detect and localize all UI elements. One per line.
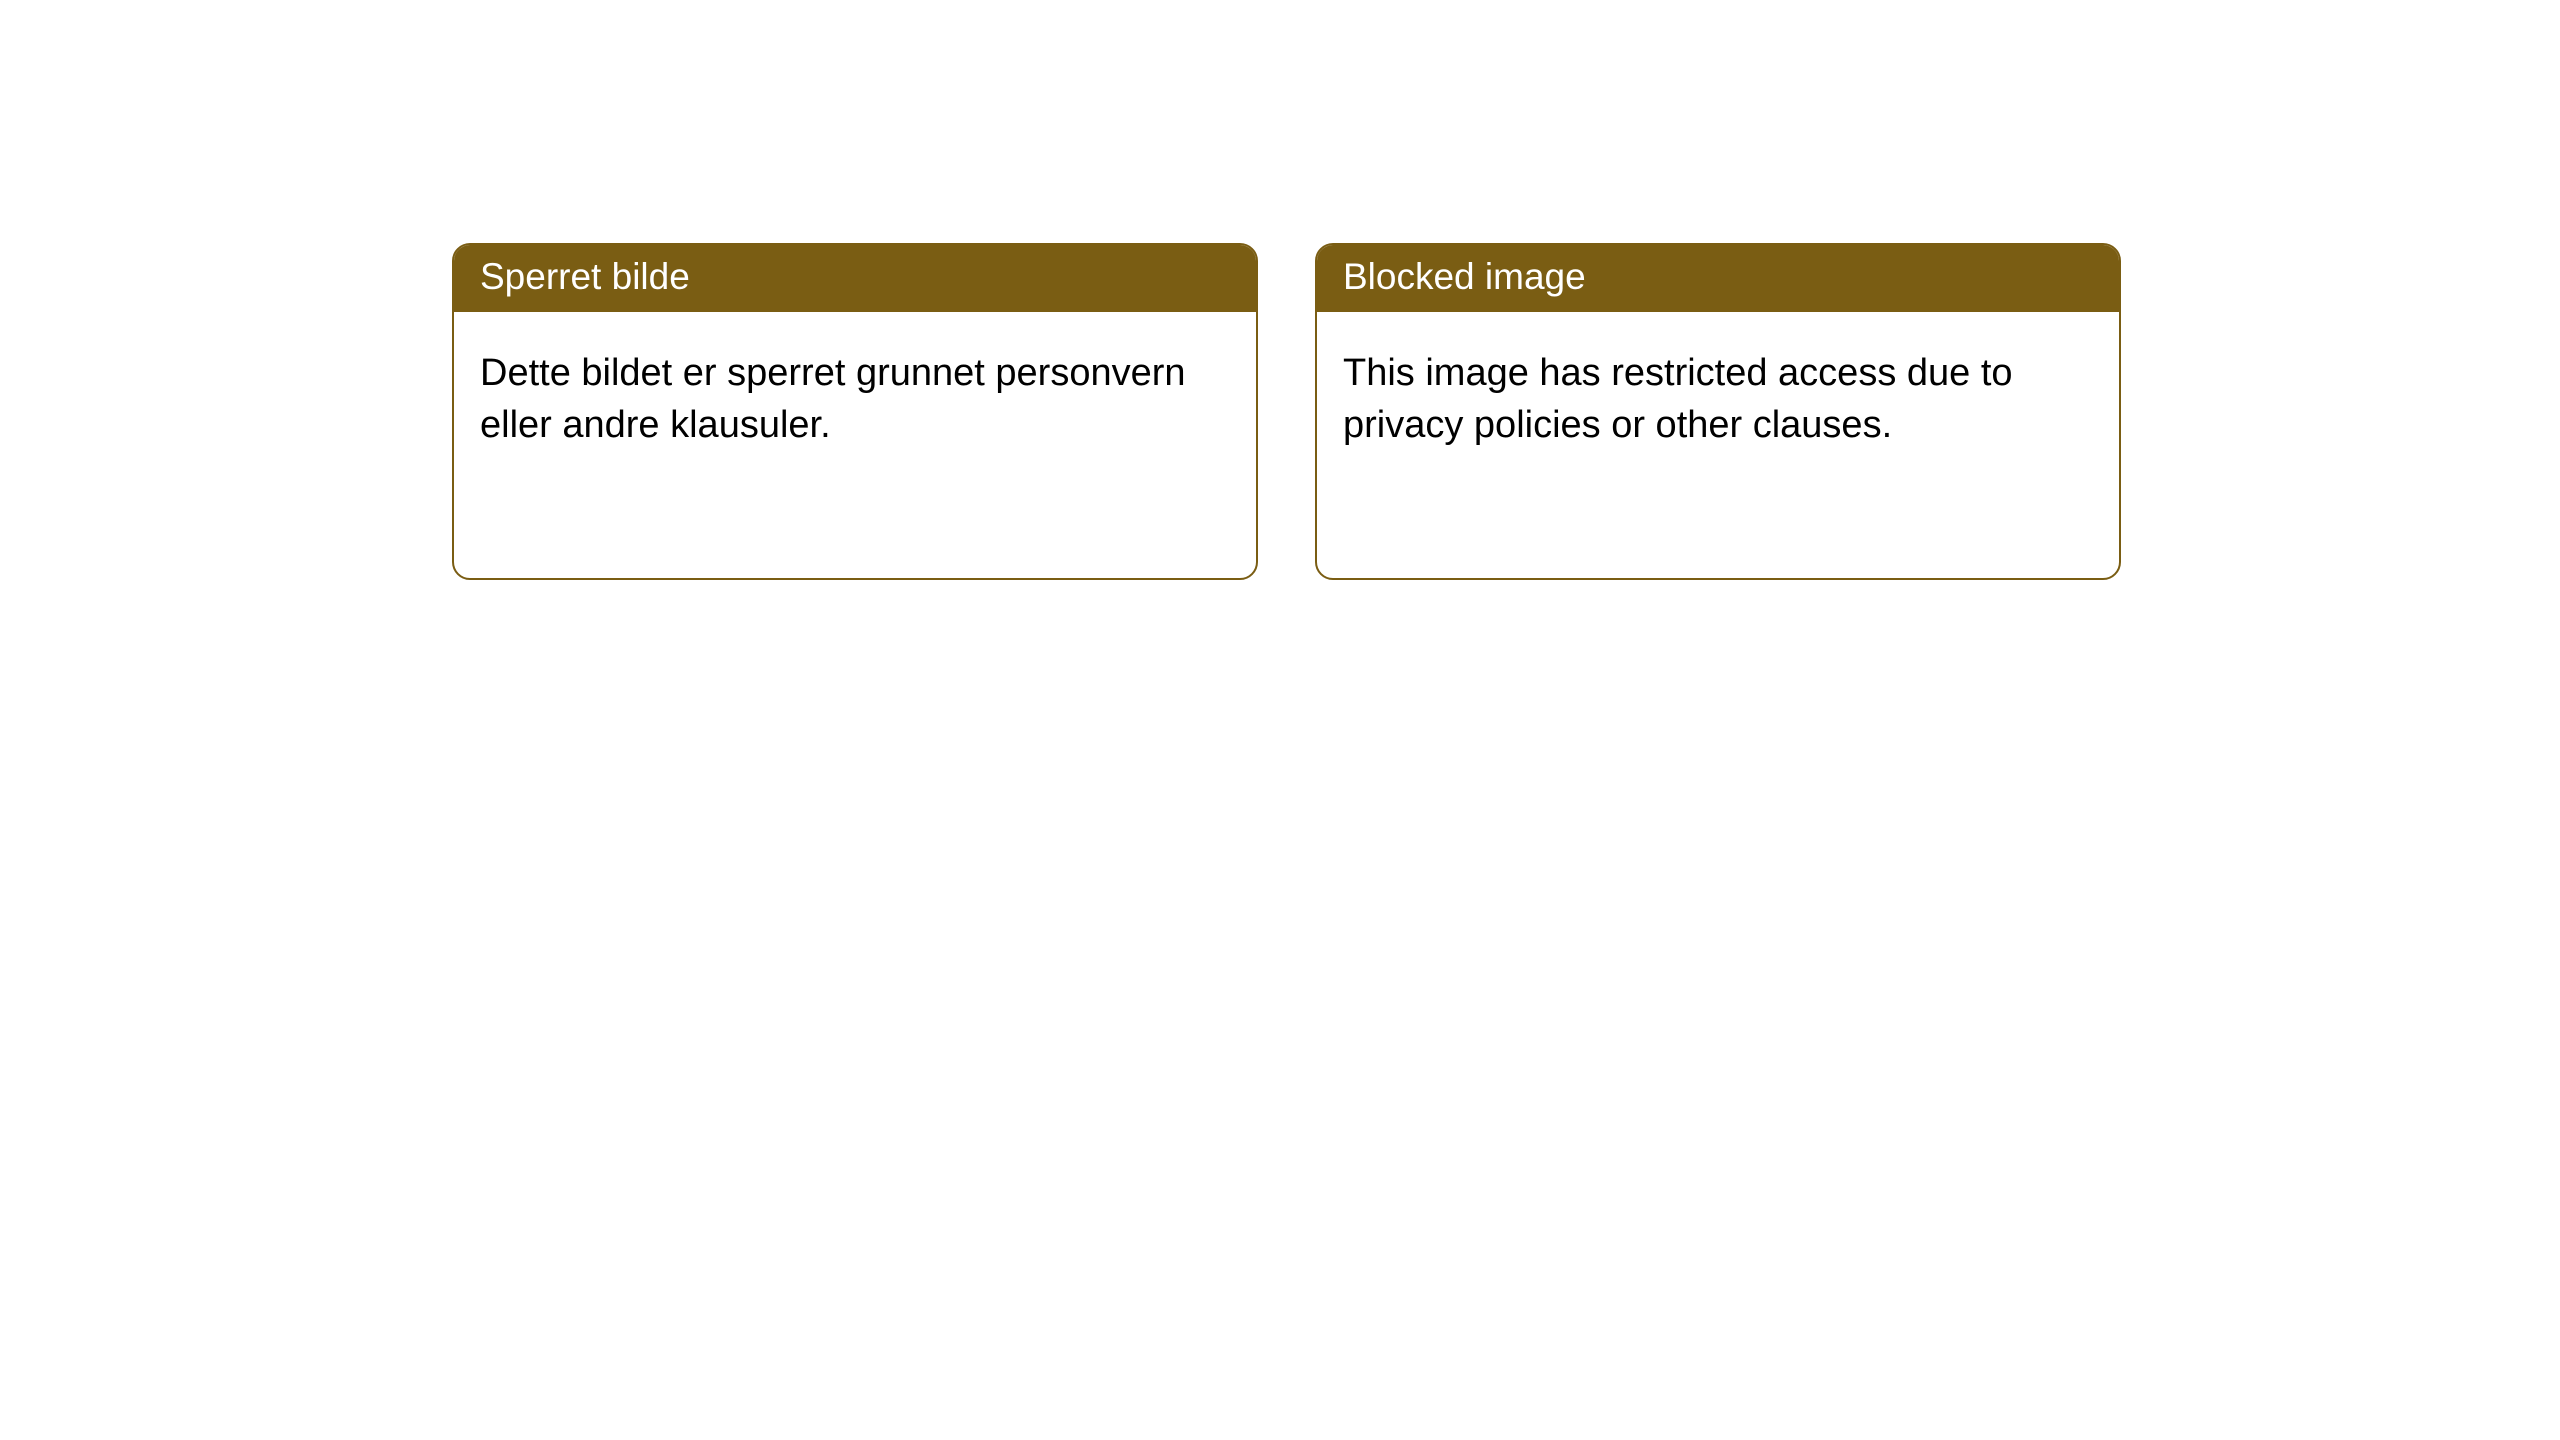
card-title: Blocked image: [1343, 256, 1586, 297]
card-header: Sperret bilde: [454, 245, 1256, 312]
card-body-text: Dette bildet er sperret grunnet personve…: [480, 352, 1186, 445]
card-header: Blocked image: [1317, 245, 2119, 312]
notice-container: Sperret bilde Dette bildet er sperret gr…: [0, 0, 2560, 580]
card-title: Sperret bilde: [480, 256, 690, 297]
blocked-image-card-no: Sperret bilde Dette bildet er sperret gr…: [452, 243, 1258, 580]
blocked-image-card-en: Blocked image This image has restricted …: [1315, 243, 2121, 580]
card-body: This image has restricted access due to …: [1317, 312, 2119, 477]
card-body-text: This image has restricted access due to …: [1343, 352, 2013, 445]
card-body: Dette bildet er sperret grunnet personve…: [454, 312, 1256, 477]
